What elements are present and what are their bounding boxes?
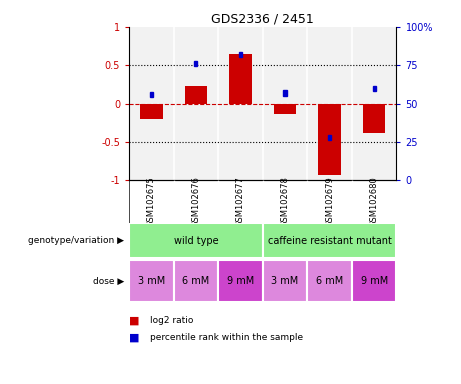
Text: 6 mM: 6 mM xyxy=(316,276,343,286)
Text: caffeine resistant mutant: caffeine resistant mutant xyxy=(268,236,391,246)
Text: GSM102675: GSM102675 xyxy=(147,176,156,227)
Text: genotype/variation ▶: genotype/variation ▶ xyxy=(29,237,124,245)
Bar xyxy=(372,86,376,91)
Bar xyxy=(352,260,396,303)
Bar xyxy=(263,260,307,303)
Bar xyxy=(284,90,287,96)
Text: 6 mM: 6 mM xyxy=(182,276,210,286)
Text: GSM102677: GSM102677 xyxy=(236,176,245,227)
Text: 9 mM: 9 mM xyxy=(227,276,254,286)
Bar xyxy=(129,260,174,303)
Bar xyxy=(239,52,242,57)
Bar xyxy=(363,104,385,133)
Bar xyxy=(307,260,352,303)
Text: GSM102676: GSM102676 xyxy=(191,176,201,227)
Text: GSM102678: GSM102678 xyxy=(281,176,290,227)
Bar xyxy=(195,61,197,66)
Bar xyxy=(218,260,263,303)
Text: 3 mM: 3 mM xyxy=(138,276,165,286)
Text: 9 mM: 9 mM xyxy=(361,276,388,286)
Text: wild type: wild type xyxy=(174,236,218,246)
Bar xyxy=(150,92,153,97)
Text: percentile rank within the sample: percentile rank within the sample xyxy=(150,333,303,343)
Bar xyxy=(229,54,252,104)
Bar xyxy=(140,104,163,119)
Text: ■: ■ xyxy=(129,333,140,343)
Bar xyxy=(185,86,207,104)
Title: GDS2336 / 2451: GDS2336 / 2451 xyxy=(212,13,314,26)
Bar xyxy=(274,104,296,114)
Bar xyxy=(328,135,331,140)
Text: log2 ratio: log2 ratio xyxy=(150,316,193,325)
Bar xyxy=(263,223,396,258)
Bar xyxy=(174,260,218,303)
Text: ■: ■ xyxy=(129,316,140,326)
Bar xyxy=(129,223,263,258)
Text: GSM102679: GSM102679 xyxy=(325,176,334,227)
Text: 3 mM: 3 mM xyxy=(272,276,299,286)
Text: GSM102680: GSM102680 xyxy=(370,176,378,227)
Text: dose ▶: dose ▶ xyxy=(93,277,124,286)
Bar xyxy=(319,104,341,175)
